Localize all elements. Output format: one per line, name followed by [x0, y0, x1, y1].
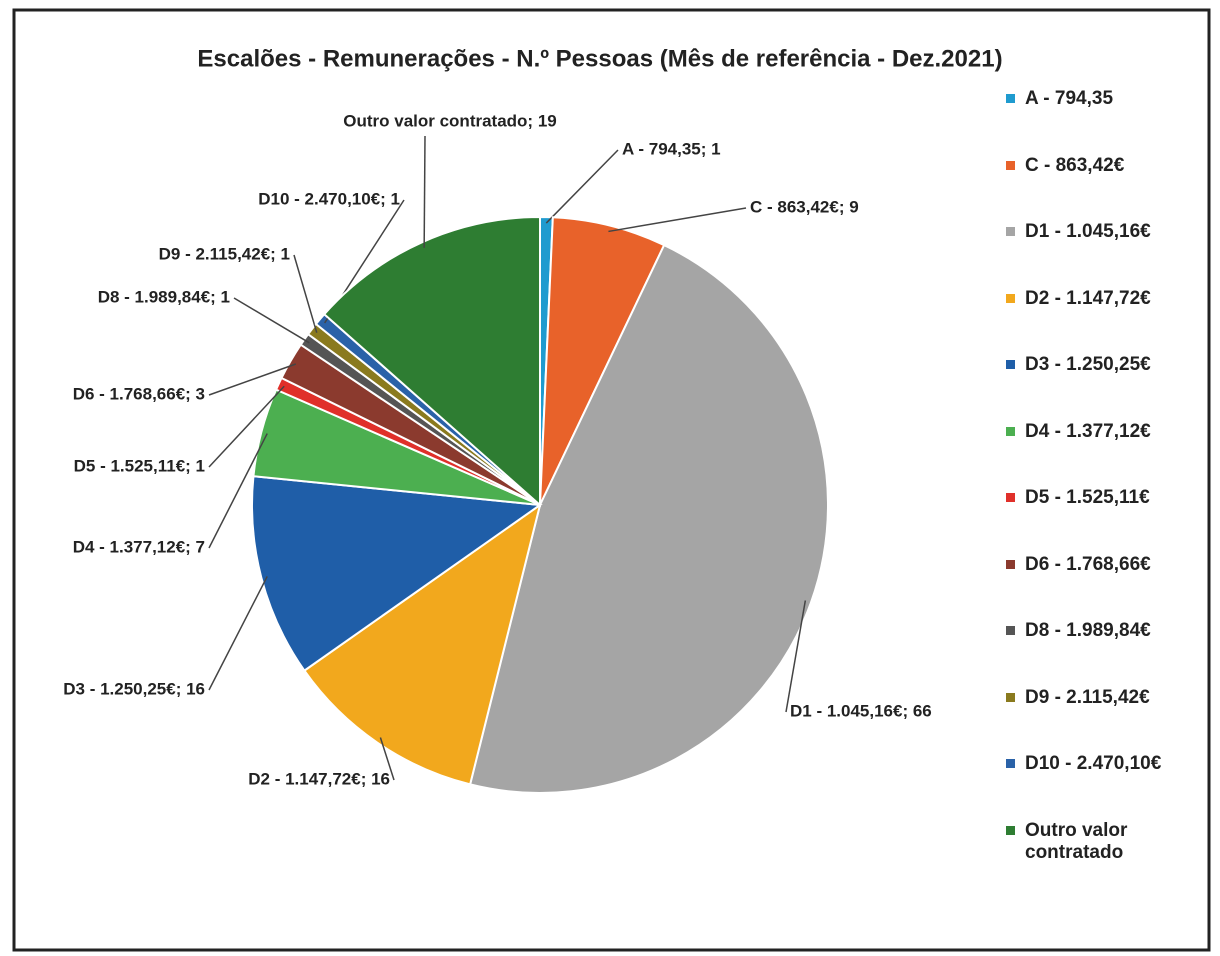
legend-item: D2 - 1.147,72€: [1006, 288, 1196, 310]
data-label: Outro valor contratado; 19: [343, 111, 556, 130]
data-label: D2 - 1.147,72€; 16: [248, 769, 390, 788]
leader-line: [233, 297, 310, 344]
leader-line: [608, 207, 747, 233]
leader-line: [423, 135, 426, 248]
leader-line: [785, 600, 807, 713]
chart-title: Escalões - Remunerações - N.º Pessoas (M…: [197, 45, 1002, 72]
leader-line: [208, 576, 268, 691]
legend-label: D9 - 2.115,42€: [1025, 686, 1150, 708]
legend-swatch: [1006, 692, 1015, 702]
frame: [12, 8, 1211, 952]
data-label: D9 - 2.115,42€; 1: [159, 244, 290, 263]
legend-label: D1 - 1.045,16€: [1025, 221, 1151, 242]
legend-label: C - 863,42€: [1025, 154, 1125, 176]
legend-swatch: [1006, 360, 1015, 369]
leader-line: [293, 254, 318, 333]
legend-item: Outro valor contratado: [1006, 820, 1196, 864]
legend-item: A - 794,35: [1006, 88, 1196, 110]
legend-label: D6 - 1.768,66€: [1025, 553, 1151, 575]
legend-item: D10 - 2.470,10€: [1006, 753, 1196, 775]
legend-label: D8 - 1.989,84€: [1025, 620, 1151, 641]
legend-swatch: [1006, 825, 1015, 835]
pie-slice: [302, 502, 542, 786]
leader-line: [208, 363, 297, 396]
data-label: D1 - 1.045,16€; 66: [790, 701, 932, 720]
pie-slice: [468, 243, 829, 794]
legend-item: D9 - 2.115,42€: [1006, 687, 1196, 709]
leader-line: [545, 149, 619, 224]
legend-item: D1 - 1.045,16€: [1006, 221, 1196, 243]
legend-swatch: [1006, 160, 1015, 170]
legend-swatch: [1006, 493, 1015, 502]
legend-label: D3 - 1.250,25€: [1025, 354, 1151, 375]
legend-swatch: [1006, 626, 1015, 635]
pie-slice: [539, 216, 666, 506]
legend-label: D4 - 1.377,12€: [1025, 420, 1151, 442]
legend-item: D5 - 1.525,11€: [1006, 487, 1196, 509]
leader-line: [208, 385, 285, 468]
legend-item: D6 - 1.768,66€: [1006, 554, 1196, 576]
data-label: D3 - 1.250,25€; 16: [63, 679, 205, 698]
legend-swatch: [1006, 559, 1015, 569]
legend-item: D8 - 1.989,84€: [1006, 620, 1196, 642]
data-label: C - 863,42€; 9: [750, 197, 859, 216]
legend-label: Outro valor contratado: [1025, 819, 1128, 863]
data-label: D10 - 2.470,10€; 1: [258, 189, 400, 208]
data-label: D6 - 1.768,66€; 3: [73, 384, 205, 403]
data-label: A - 794,35; 1: [622, 139, 721, 158]
legend-item: C - 863,42€: [1006, 155, 1196, 177]
legend-swatch: [1006, 759, 1015, 768]
legend-swatch: [1006, 426, 1015, 436]
data-label: D8 - 1.989,84€; 1: [98, 287, 230, 306]
pie-slice: [251, 475, 543, 673]
data-label: D4 - 1.377,12€; 7: [73, 537, 205, 556]
legend-item: D4 - 1.377,12€: [1006, 421, 1196, 443]
legend-swatch: [1006, 94, 1015, 103]
leader-line: [208, 433, 268, 549]
leader-line: [379, 737, 395, 781]
legend-item: D3 - 1.250,25€: [1006, 354, 1196, 376]
legend-label: D2 - 1.147,72€: [1025, 287, 1151, 309]
pie-slice: [322, 215, 541, 508]
legend-label: D5 - 1.525,11€: [1025, 487, 1150, 508]
legend-swatch: [1006, 227, 1015, 236]
legend-label: D10 - 2.470,10€: [1025, 753, 1162, 774]
legend-swatch: [1006, 293, 1015, 303]
legend-label: A - 794,35: [1025, 88, 1114, 109]
data-label: D5 - 1.525,11€; 1: [74, 456, 205, 475]
